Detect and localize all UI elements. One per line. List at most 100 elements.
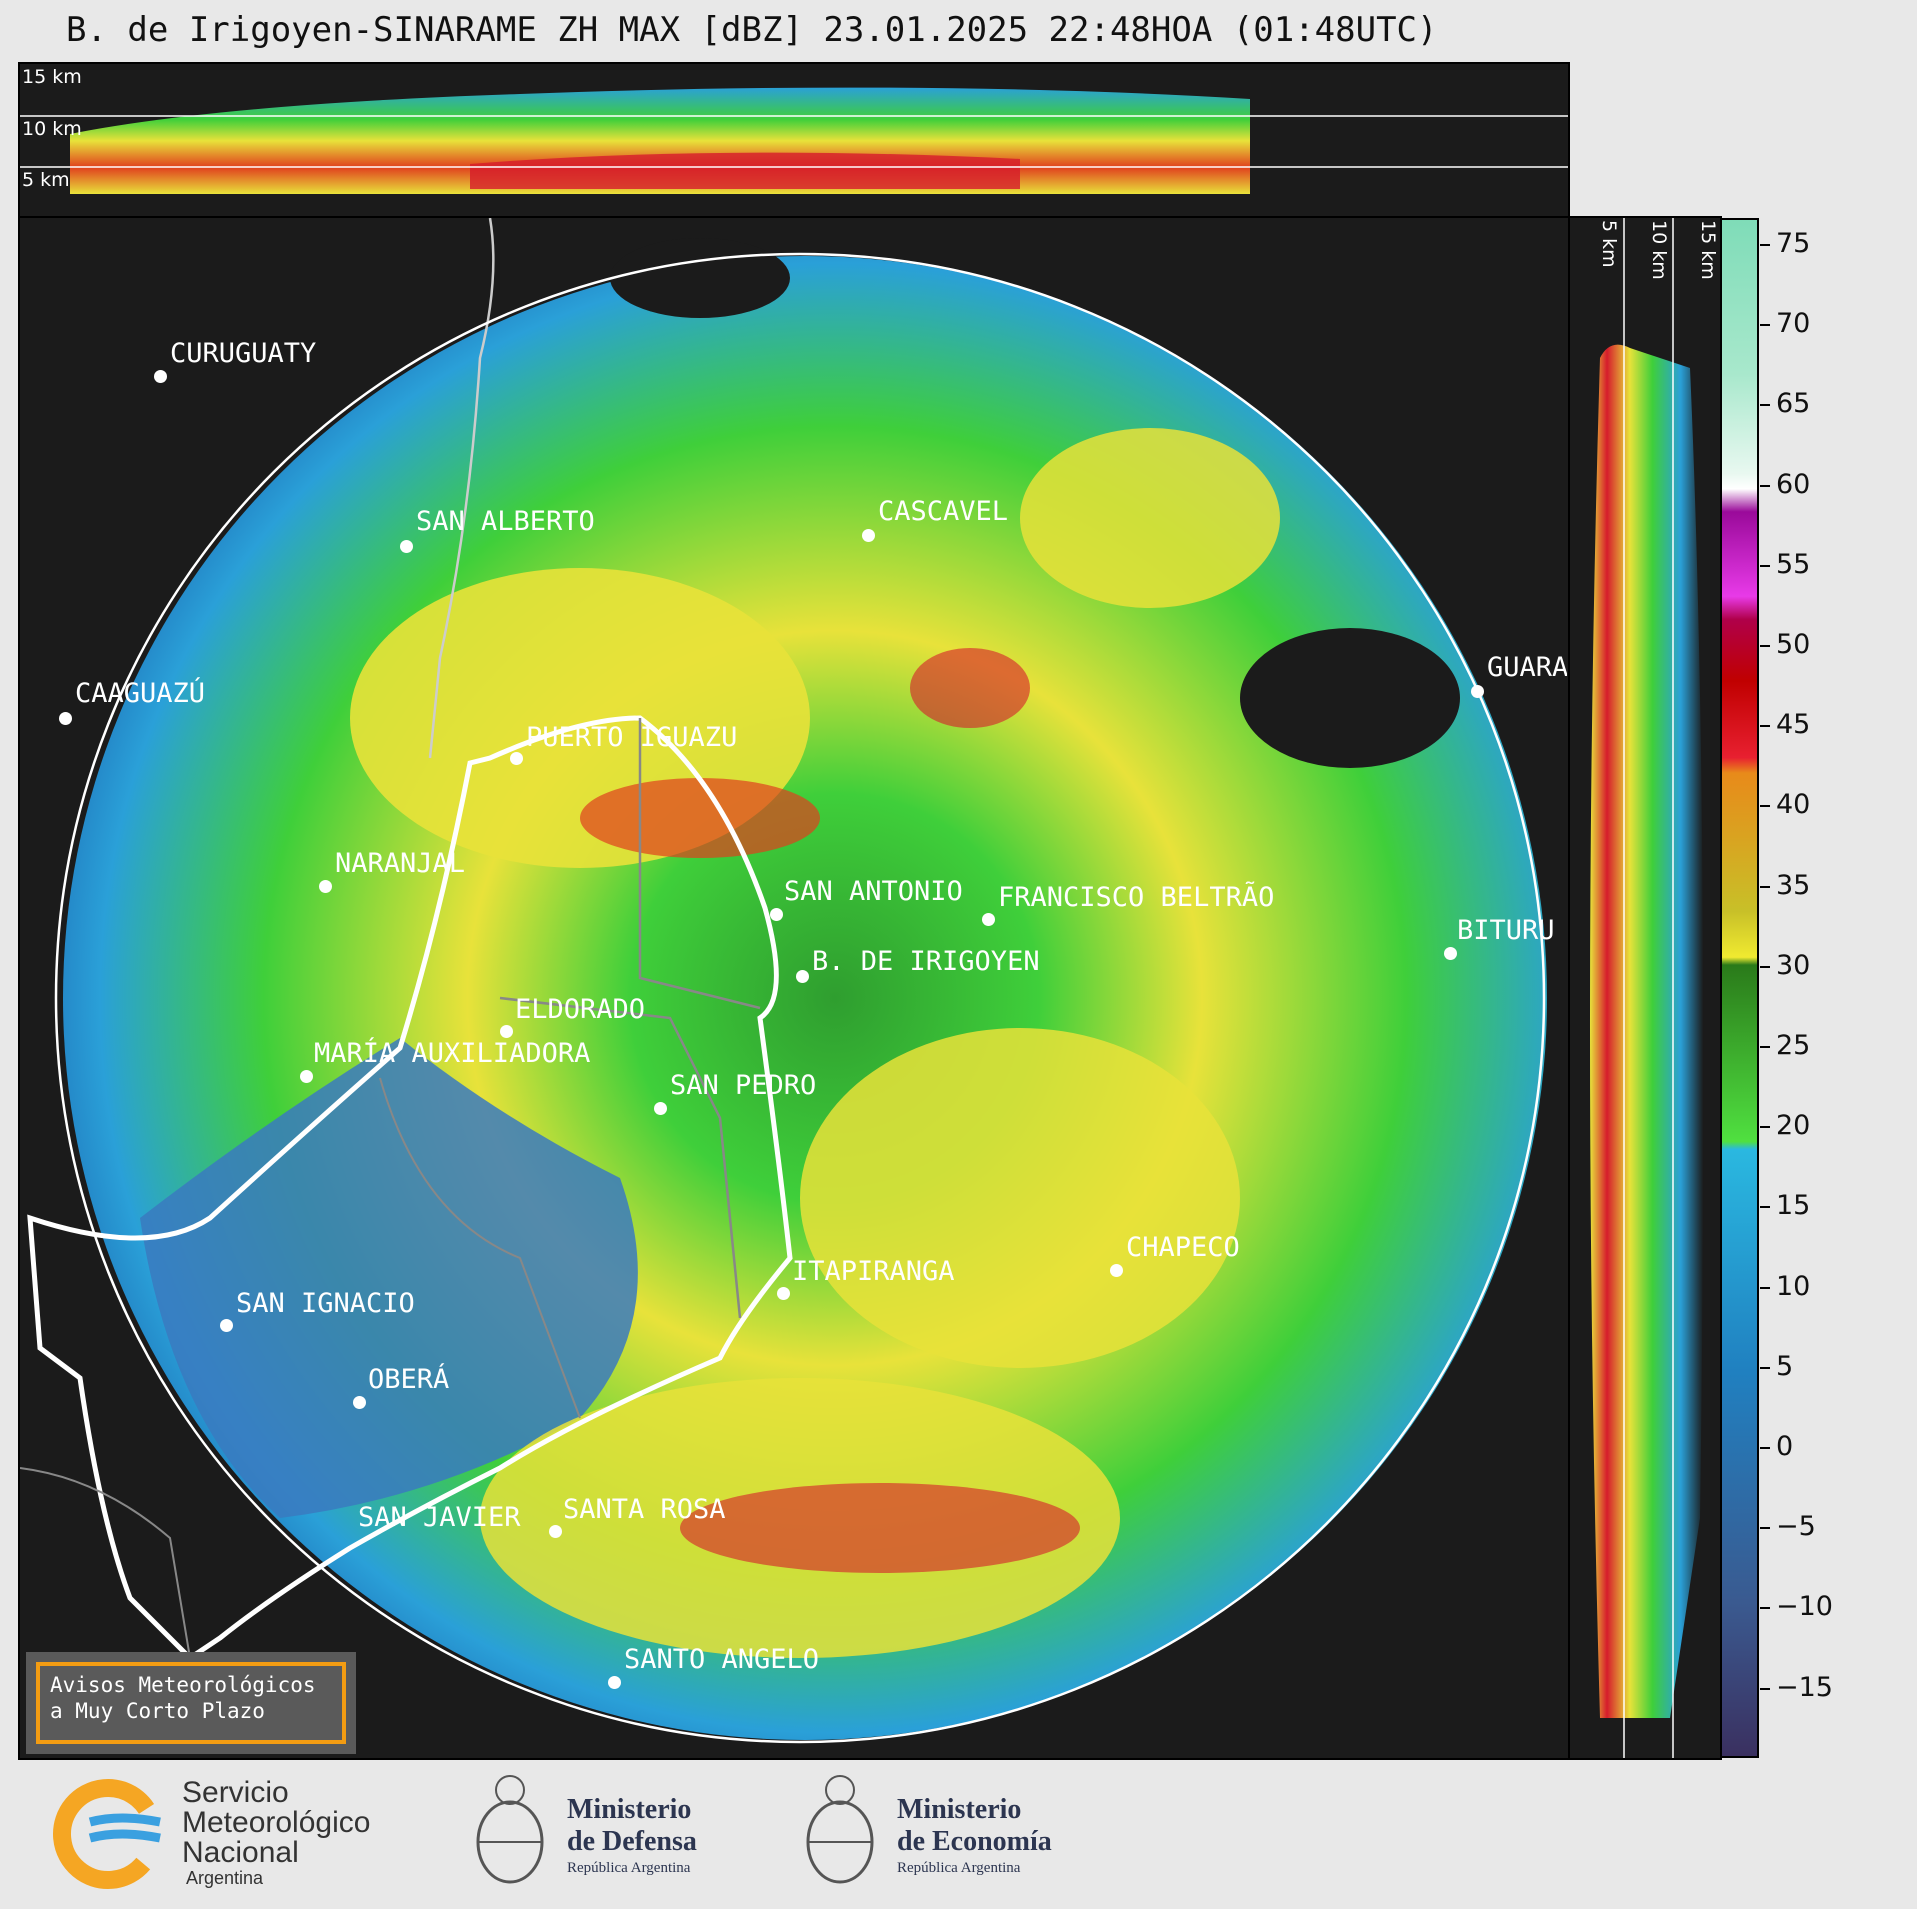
colorbar-tick-mark [1760, 564, 1770, 567]
colorbar-tick-label: −15 [1776, 1671, 1833, 1703]
colorbar-gradient [1722, 220, 1757, 1756]
city-dot-eldorado [500, 1025, 513, 1038]
top-profile-label-15km: 15 km [22, 66, 82, 88]
colorbar-tick-label: 45 [1776, 709, 1811, 741]
dbz-colorbar [1720, 218, 1759, 1758]
city-label-san-pedro: SAN PEDRO [670, 1070, 817, 1101]
top-profile-label-10km: 10 km [22, 118, 82, 140]
economia-line3: República Argentina [897, 1860, 1021, 1876]
top-profile-label-5km: 5 km [22, 169, 70, 191]
colorbar-tick-label: 30 [1776, 949, 1811, 981]
city-dot-naranjal [319, 880, 332, 893]
city-dot-b-de-irigoyen [796, 970, 809, 983]
city-label-guara: GUARA [1487, 652, 1567, 683]
colorbar-tick-mark [1760, 1206, 1770, 1209]
city-dot-santa-rosa [549, 1525, 562, 1538]
top-height-profile: 15 km 10 km 5 km [18, 62, 1570, 218]
radar-map-panel [18, 216, 1570, 1760]
city-label-francisco-beltrao: FRANCISCO BELTRÃO [998, 882, 1275, 913]
colorbar-tick-label: 50 [1776, 629, 1811, 660]
colorbar-tick-mark [1760, 1607, 1770, 1610]
colorbar-tick-mark [1760, 1687, 1770, 1690]
radar-echo-field [20, 218, 1547, 1744]
side-profile-label-15km: 15 km [1697, 220, 1719, 280]
side-height-profile: 5 km 10 km 15 km [1568, 216, 1722, 1760]
argentina-coat-of-arms-icon [476, 1775, 544, 1884]
colorbar-tick-mark [1760, 805, 1770, 808]
avisos-notice-box: Avisos Meteorológicos a Muy Corto Plazo [26, 1652, 356, 1754]
city-label-curuguaty: CURUGUATY [170, 338, 317, 369]
city-dot-chapeco [1110, 1264, 1123, 1277]
colorbar-tick-label: 65 [1776, 388, 1811, 420]
colorbar-tick-label: 35 [1776, 869, 1811, 901]
colorbar-tick-mark [1760, 1046, 1770, 1048]
smn-logo-line1: Servicio [182, 1776, 289, 1809]
city-label-santo-angelo: SANTO ANGELO [624, 1644, 820, 1675]
colorbar-tick-mark [1760, 1286, 1770, 1289]
colorbar-tick-mark [1760, 645, 1770, 647]
city-label-san-ignacio: SAN IGNACIO [236, 1288, 415, 1319]
colorbar-tick-label: 25 [1776, 1030, 1811, 1061]
city-label-b-de-irigoyen: B. DE IRIGOYEN [812, 946, 1040, 977]
city-dot-san-ignacio [220, 1319, 233, 1332]
city-label-santa-rosa: SANTA ROSA [563, 1494, 726, 1525]
colorbar-tick-label: 10 [1776, 1270, 1811, 1302]
colorbar-tick-mark [1760, 1126, 1770, 1129]
city-dot-obera [353, 1396, 366, 1409]
city-label-caaguazu: CAAGUAZÚ [75, 678, 206, 709]
city-dot-caaguazu [59, 712, 72, 725]
city-dot-cascavel [862, 529, 875, 542]
city-dot-santo-angelo [608, 1676, 621, 1689]
colorbar-tick-mark [1760, 324, 1770, 327]
city-label-maria-auxiliadora: MARÍA AUXILIADORA [314, 1038, 591, 1069]
economia-line2: de Economía [897, 1826, 1052, 1857]
city-label-san-antonio: SAN ANTONIO [784, 876, 963, 907]
colorbar-tick-label: 15 [1776, 1190, 1811, 1222]
side-profile-echo [1590, 218, 1704, 1758]
colorbar-tick-label: 75 [1776, 228, 1811, 259]
colorbar-tick-mark [1760, 1527, 1770, 1530]
city-dot-san-antonio [770, 908, 783, 921]
economia-line1: Ministerio [897, 1794, 1022, 1825]
defensa-line2: de Defensa [567, 1826, 697, 1857]
city-label-cascavel: CASCAVEL [878, 496, 1009, 527]
colorbar-tick-label: −5 [1776, 1511, 1816, 1543]
colorbar-tick-mark [1760, 1366, 1770, 1369]
colorbar-tick-mark [1760, 965, 1770, 968]
city-label-san-alberto: SAN ALBERTO [416, 506, 595, 537]
colorbar-tick-label: 0 [1776, 1431, 1794, 1462]
colorbar-tick-mark [1760, 1447, 1770, 1449]
city-label-itapiranga: ITAPIRANGA [792, 1256, 955, 1287]
colorbar-tick-mark [1760, 404, 1770, 407]
smn-logo-icon [53, 1779, 163, 1889]
city-label-bituru: BITURU [1457, 915, 1555, 946]
defensa-line1: Ministerio [567, 1794, 692, 1825]
smn-logo-line3: Nacional [182, 1836, 299, 1869]
city-dot-itapiranga [777, 1287, 790, 1300]
colorbar-tick-mark [1760, 244, 1770, 246]
colorbar-tick-mark [1760, 725, 1770, 728]
colorbar-tick-label: 20 [1776, 1110, 1811, 1142]
city-dot-maria-auxiliadora [300, 1070, 313, 1083]
city-label-obera: OBERÁ [368, 1364, 450, 1395]
city-dot-puerto-iguazu [510, 752, 523, 765]
smn-logo-line4: Argentina [186, 1868, 264, 1888]
economia-emblem [800, 1762, 880, 1898]
avisos-line-1: Avisos Meteorológicos [50, 1673, 316, 1697]
colorbar-tick-label: 5 [1776, 1350, 1794, 1382]
city-dot-bituru [1444, 947, 1457, 960]
side-profile-label-5km: 5 km [1598, 220, 1620, 268]
colorbar-tick-label: 70 [1776, 308, 1811, 340]
smn-logo [50, 1778, 170, 1890]
avisos-line-2: a Muy Corto Plazo [50, 1699, 265, 1723]
city-dot-san-pedro [654, 1102, 667, 1115]
colorbar-tick-label: 55 [1776, 548, 1811, 580]
top-profile-echo [20, 87, 1568, 194]
side-profile-label-10km: 10 km [1648, 220, 1670, 280]
city-dot-curuguaty [154, 370, 167, 383]
argentina-coat-of-arms-icon-2 [806, 1775, 874, 1884]
colorbar-tick-label: 40 [1776, 789, 1811, 821]
defensa-line3: República Argentina [567, 1860, 691, 1876]
city-dot-san-alberto [400, 540, 413, 553]
city-dot-francisco-beltrao [982, 913, 995, 926]
